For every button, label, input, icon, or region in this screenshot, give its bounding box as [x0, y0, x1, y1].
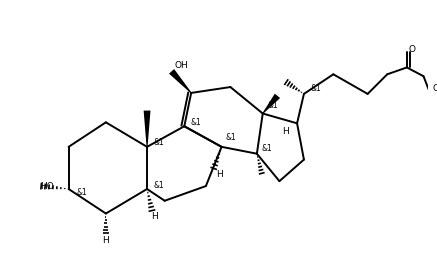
Text: O: O: [433, 85, 437, 93]
Text: &1: &1: [153, 181, 164, 190]
Text: H: H: [103, 237, 109, 245]
Text: &1: &1: [226, 133, 237, 142]
Polygon shape: [144, 111, 150, 147]
Text: HO: HO: [40, 182, 54, 190]
Text: H: H: [216, 170, 223, 179]
Text: &1: &1: [77, 188, 88, 197]
Text: H: H: [282, 127, 289, 136]
Text: H: H: [152, 212, 158, 221]
Text: &1: &1: [261, 144, 272, 153]
Polygon shape: [262, 94, 280, 114]
Text: O: O: [408, 45, 415, 54]
Text: OH: OH: [174, 61, 188, 70]
Text: &1: &1: [310, 85, 321, 93]
Text: &1: &1: [153, 138, 164, 147]
Text: &1: &1: [267, 101, 278, 110]
Polygon shape: [169, 69, 191, 93]
Text: &1: &1: [191, 118, 201, 127]
